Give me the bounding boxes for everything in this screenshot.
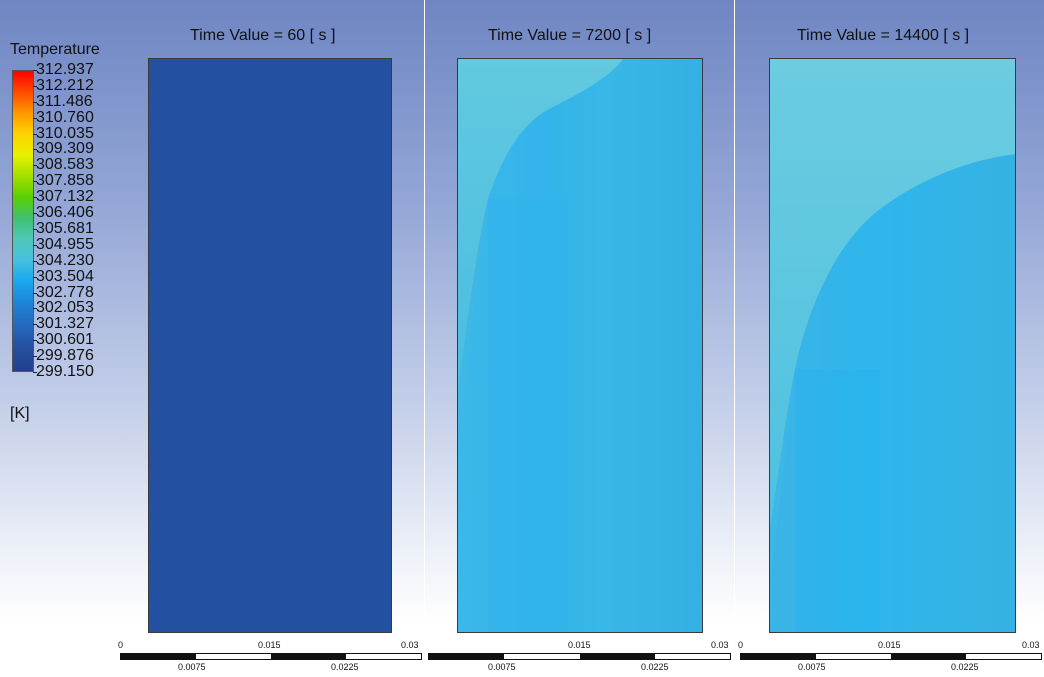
scale-label: 0.015: [258, 640, 281, 650]
scale-label: 0.0225: [951, 662, 979, 672]
legend-tick: [33, 244, 37, 246]
legend-tick: [33, 181, 37, 183]
legend-tick: [33, 340, 37, 342]
legend-unit: [K]: [10, 405, 30, 422]
scale-label: 0.03: [1022, 640, 1040, 650]
legend-value-label: 300.601: [36, 331, 94, 349]
contour-plot-t60: [148, 58, 392, 633]
legend-value-label: 299.150: [36, 363, 94, 380]
panel-divider: [734, 0, 735, 677]
panel-divider: [424, 0, 425, 677]
legend-tick: [33, 372, 37, 373]
legend-tick: [33, 228, 37, 230]
legend-tick: [33, 165, 37, 167]
legend-value-label: 312.212: [36, 76, 94, 94]
legend-value-label: 311.486: [36, 92, 93, 110]
time-title-2: Time Value = 7200 [ s ]: [488, 27, 652, 44]
legend-value-label: 302.053: [36, 299, 94, 317]
warm-region: [770, 59, 1015, 632]
legend-tick: [33, 133, 37, 135]
scale-bar-3: 0 0.015 0.03 0.0075 0.0225: [738, 640, 1044, 676]
scale-label: 0.0225: [331, 662, 359, 672]
scale-bar-2: 0.015 0.03 0.0075 0.0225: [428, 640, 738, 676]
time-title-3: Time Value = 14400 [ s ]: [797, 27, 970, 44]
legend-tick: [33, 149, 37, 151]
legend-tick: [33, 85, 37, 87]
warm-region: [458, 59, 623, 632]
scale-label: 0.015: [878, 640, 901, 650]
contour-plot-t7200: [457, 58, 703, 633]
legend-tick: [33, 292, 37, 294]
scale-label: 0.0075: [798, 662, 826, 672]
scale-bar-1: 0 0.015 0.03 0.0075 0.0225: [118, 640, 428, 676]
legend-value-label: 302.778: [36, 283, 94, 301]
scale-label: 0.0075: [488, 662, 516, 672]
legend-tick: [33, 276, 37, 278]
scale-label: 0.0225: [641, 662, 669, 672]
legend-value-label: 301.327: [36, 315, 94, 333]
contour-plot-t14400: [769, 58, 1016, 633]
legend-value-label: 307.858: [36, 172, 94, 190]
scale-ruler: [740, 653, 1042, 660]
legend-value-label: 310.760: [36, 108, 94, 126]
legend-value-label: 310.035: [36, 124, 94, 142]
legend-tick: [33, 324, 37, 326]
time-title-1: Time Value = 60 [ s ]: [190, 27, 336, 44]
legend-tick: [33, 70, 37, 71]
legend-value-label: 312.937: [36, 61, 94, 78]
legend-value-label: 305.681: [36, 219, 94, 237]
scale-label: 0.015: [568, 640, 591, 650]
legend-value-label: 304.230: [36, 251, 94, 269]
legend-tick: [33, 117, 37, 119]
scale-label: 0.03: [711, 640, 729, 650]
legend-tick: [33, 101, 37, 103]
legend-value-label: 306.406: [36, 204, 94, 222]
legend-tick: [33, 197, 37, 199]
scale-ruler: [428, 653, 731, 660]
scale-label: 0.03: [401, 640, 419, 650]
legend-tick: [33, 356, 37, 358]
scale-ruler: [120, 653, 422, 660]
legend-value-label: 304.955: [36, 235, 94, 253]
legend-value-label: 299.876: [36, 347, 94, 365]
legend-tick: [33, 260, 37, 262]
legend-color-bar: [12, 70, 34, 372]
legend-value-label: 308.583: [36, 156, 94, 174]
legend-title: Temperature: [10, 41, 100, 58]
legend-tick: [33, 308, 37, 310]
scale-label: 0.0075: [178, 662, 206, 672]
scale-label: 0: [738, 640, 744, 650]
legend-value-label: 307.132: [36, 188, 94, 206]
legend-value-label: 303.504: [36, 267, 94, 285]
legend-tick: [33, 213, 37, 215]
legend-value-label: 309.309: [36, 140, 94, 158]
scale-label: 0: [118, 640, 124, 650]
